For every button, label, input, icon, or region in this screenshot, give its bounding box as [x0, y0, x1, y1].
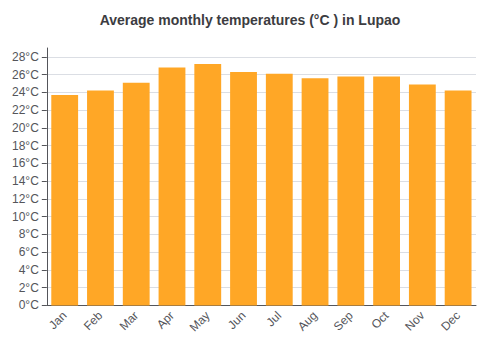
svg-text:22°C: 22°C	[12, 103, 39, 117]
svg-text:Dec: Dec	[438, 309, 463, 334]
svg-text:14°C: 14°C	[12, 174, 39, 188]
svg-text:6°C: 6°C	[19, 245, 39, 259]
svg-text:Mar: Mar	[117, 309, 142, 333]
svg-text:26°C: 26°C	[12, 68, 39, 82]
svg-text:Feb: Feb	[81, 308, 106, 333]
svg-text:Apr: Apr	[154, 309, 177, 332]
svg-text:Jan: Jan	[46, 309, 70, 333]
svg-text:Jun: Jun	[225, 309, 249, 333]
svg-text:Nov: Nov	[402, 309, 427, 334]
svg-text:18°C: 18°C	[12, 139, 39, 153]
svg-text:4°C: 4°C	[19, 263, 39, 277]
svg-text:May: May	[187, 309, 213, 335]
svg-text:Jul: Jul	[264, 309, 285, 330]
svg-text:Sep: Sep	[331, 308, 356, 333]
svg-text:0°C: 0°C	[19, 298, 39, 312]
svg-text:12°C: 12°C	[12, 192, 39, 206]
svg-text:24°C: 24°C	[12, 85, 39, 99]
svg-text:10°C: 10°C	[12, 210, 39, 224]
svg-text:Aug: Aug	[295, 309, 320, 334]
svg-text:2°C: 2°C	[19, 281, 39, 295]
svg-text:8°C: 8°C	[19, 227, 39, 241]
svg-text:16°C: 16°C	[12, 156, 39, 170]
svg-text:Oct: Oct	[368, 308, 392, 332]
svg-text:Average monthly temperatures (: Average monthly temperatures (°C ) in Lu…	[100, 12, 401, 28]
svg-text:28°C: 28°C	[12, 50, 39, 64]
svg-text:20°C: 20°C	[12, 121, 39, 135]
